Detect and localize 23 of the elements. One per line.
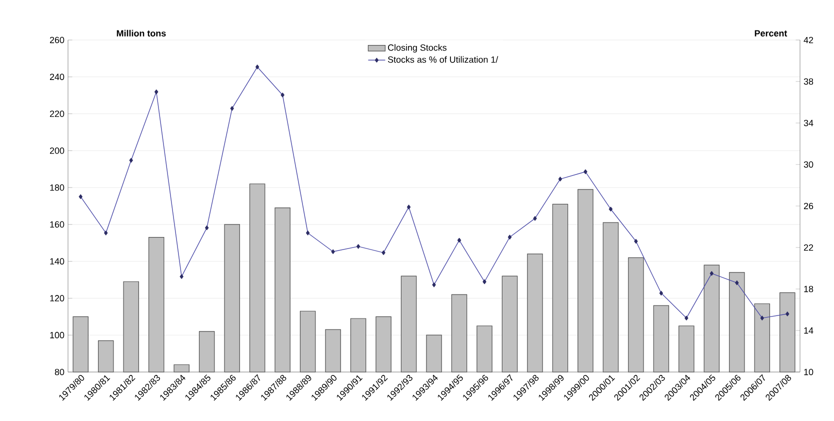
y-tick-label: 80 <box>54 368 64 376</box>
y-tick-label: 260 <box>50 36 64 44</box>
y2-tick-label: 26 <box>804 202 814 210</box>
y2-tick-label: 30 <box>804 161 814 168</box>
legend-label: Stocks as % of Utilization 1/ <box>388 56 498 63</box>
y2-tick-label: 42 <box>804 36 814 44</box>
y2-tick-label: 22 <box>804 244 814 251</box>
y-tick-label: 100 <box>50 332 64 338</box>
y2-tick-label: 10 <box>804 368 814 376</box>
legend-label: Closing Stocks <box>388 44 447 53</box>
y-tick-label: 240 <box>50 74 64 80</box>
y-tick-label: 160 <box>50 221 64 228</box>
y-axis-title: Million tons <box>116 30 166 36</box>
y2-axis-title: Percent <box>754 30 788 36</box>
y-tick-label: 220 <box>50 110 64 117</box>
y-tick-label: 180 <box>50 184 64 191</box>
y2-tick-label: 14 <box>804 327 814 334</box>
y-tick-label: 200 <box>50 147 64 154</box>
y2-tick-label: 18 <box>804 286 814 292</box>
y-tick-label: 120 <box>50 295 64 302</box>
y2-tick-label: 34 <box>804 120 814 126</box>
y2-tick-label: 38 <box>804 78 814 85</box>
y-tick-label: 140 <box>50 258 64 265</box>
